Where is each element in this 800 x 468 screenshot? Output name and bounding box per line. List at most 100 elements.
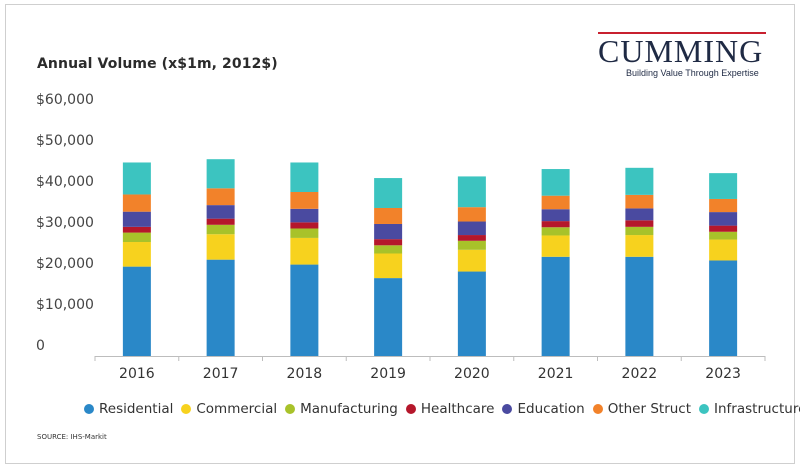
y-tick-label: $50,000 <box>36 133 94 149</box>
bar-segment-education <box>206 205 235 219</box>
legend-dot-icon <box>592 404 603 414</box>
x-tick-label: 2020 <box>454 366 490 382</box>
x-tick-label: 2021 <box>538 366 574 382</box>
x-tick-label: 2017 <box>203 366 239 382</box>
legend-dot-icon <box>405 404 416 414</box>
bar-segment-residential <box>625 256 654 356</box>
bar-segment-commercial <box>122 242 151 267</box>
bar-segment-other-struct <box>457 207 486 222</box>
bar-segment-commercial <box>290 237 319 265</box>
legend-dot-icon <box>699 404 710 414</box>
bar-segment-manufacturing <box>374 245 403 254</box>
legend-dot-icon <box>285 404 296 414</box>
chart-title: Annual Volume (x$1m, 2012$) <box>37 56 278 72</box>
legend-label: Manufacturing <box>300 401 398 417</box>
legend-item-healthcare: Healthcare <box>405 401 495 417</box>
bar-segment-other-struct <box>374 207 403 224</box>
legend-item-infrastructure: Infrastructure <box>699 401 800 417</box>
bar-segment-healthcare <box>374 239 403 246</box>
bar-segment-other-struct <box>541 195 570 210</box>
legend-label: Education <box>517 401 585 417</box>
bar-segment-other-struct <box>122 194 151 212</box>
bar-segment-residential <box>541 256 570 356</box>
y-tick-label: $60,000 <box>36 92 94 108</box>
bar-segment-infrastructure <box>625 167 654 195</box>
bar-segment-manufacturing <box>122 232 151 243</box>
legend-label: Residential <box>99 401 174 417</box>
bar-segment-manufacturing <box>709 231 738 240</box>
cumming-logo: CUMMING Building Value Through Expertise <box>598 32 768 82</box>
bar-segment-other-struct <box>206 188 235 206</box>
bar-segment-commercial <box>541 235 570 257</box>
y-tick-label: $20,000 <box>36 256 94 272</box>
bar-segment-healthcare <box>122 226 151 233</box>
bar-segment-residential <box>206 259 235 356</box>
legend-dot-icon <box>502 404 513 414</box>
logo-wordmark: CUMMING <box>598 33 764 69</box>
bar-segment-healthcare <box>625 220 654 227</box>
y-tick-label: $40,000 <box>36 174 94 190</box>
bar-segment-commercial <box>457 249 486 272</box>
legend-item-manufacturing: Manufacturing <box>285 401 398 417</box>
bar-segment-commercial <box>374 253 403 279</box>
x-tick-label: 2023 <box>705 366 741 382</box>
bar-segment-education <box>709 212 738 226</box>
logo-accent-bar <box>598 32 766 34</box>
bar-segment-infrastructure <box>374 178 403 208</box>
legend-label: Commercial <box>196 401 278 417</box>
bar-segment-healthcare <box>206 218 235 225</box>
legend-label: Healthcare <box>420 401 495 417</box>
bar-segment-manufacturing <box>541 227 570 236</box>
bar-segment-infrastructure <box>709 173 738 199</box>
legend-item-education: Education <box>502 401 585 417</box>
bar-segment-healthcare <box>541 221 570 228</box>
bar-segment-education <box>457 221 486 236</box>
legend-label: Infrastructure <box>714 401 800 417</box>
x-tick-label: 2019 <box>370 366 406 382</box>
bar-segment-education <box>625 208 654 221</box>
bar-segment-commercial <box>709 239 738 261</box>
legend-dot-icon <box>181 404 192 414</box>
legend-item-residential: Residential <box>84 401 173 417</box>
bar-segment-other-struct <box>625 194 654 209</box>
bar-segment-commercial <box>206 234 235 260</box>
bar-segment-residential <box>374 278 403 356</box>
bar-segment-healthcare <box>709 225 738 232</box>
bar-segment-infrastructure <box>122 162 151 195</box>
bar-segment-infrastructure <box>457 176 486 208</box>
legend-item-other-struct: Other Struct <box>592 401 692 417</box>
bar-segment-manufacturing <box>290 228 319 238</box>
bar-segment-manufacturing <box>206 224 235 235</box>
logo-tagline: Building Value Through Expertise <box>626 68 759 78</box>
bar-segment-residential <box>709 260 738 356</box>
bar-segment-commercial <box>625 235 654 257</box>
bar-segment-other-struct <box>709 198 738 213</box>
bar-segment-education <box>541 209 570 222</box>
bar-segment-residential <box>290 264 319 356</box>
chart-legend: Residential Commercial Manufacturing Health… <box>84 399 800 419</box>
legend-item-commercial: Commercial <box>181 401 277 417</box>
x-tick-label: 2016 <box>119 366 155 382</box>
bar-segment-infrastructure <box>290 162 319 192</box>
bar-segment-residential <box>122 266 151 356</box>
bar-segment-other-struct <box>290 192 319 209</box>
legend-dot-icon <box>84 404 94 414</box>
legend-label: Other Struct <box>607 401 692 417</box>
bar-segment-healthcare <box>457 235 486 241</box>
y-tick-label: $30,000 <box>36 215 94 231</box>
y-tick-label: 0 <box>36 338 45 354</box>
source-note: SOURCE: IHS-Markit <box>37 433 107 441</box>
bar-segment-education <box>290 208 319 223</box>
bar-segment-infrastructure <box>206 159 235 189</box>
x-tick-label: 2022 <box>622 366 658 382</box>
bar-segment-manufacturing <box>457 240 486 250</box>
bar-segment-residential <box>457 271 486 356</box>
bar-segment-manufacturing <box>625 226 654 236</box>
bar-segment-healthcare <box>290 222 319 229</box>
y-tick-label: $10,000 <box>36 297 94 313</box>
x-tick-label: 2018 <box>287 366 323 382</box>
bar-segment-education <box>122 211 151 227</box>
bar-segment-education <box>374 223 403 240</box>
bar-segment-infrastructure <box>541 169 570 196</box>
